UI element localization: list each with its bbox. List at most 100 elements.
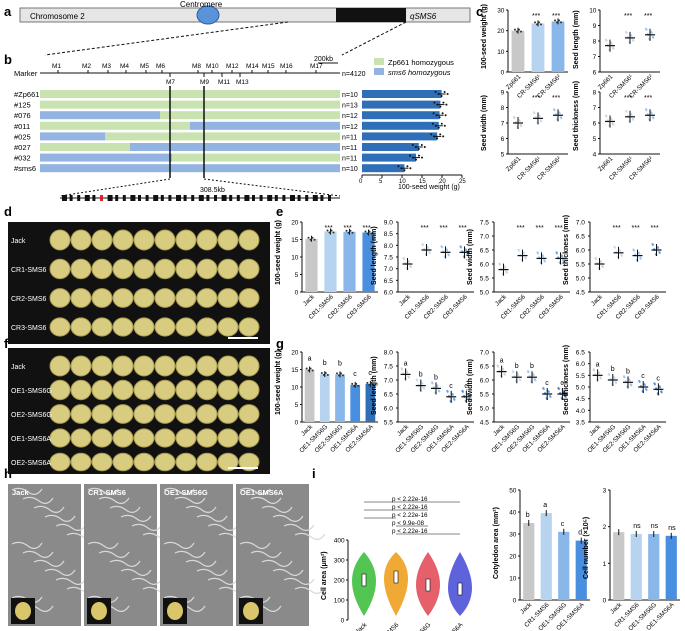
data-point: [309, 238, 312, 241]
data-point: [313, 238, 316, 241]
marker-label-top: M15: [262, 63, 275, 70]
y-tick-label: 0: [295, 290, 299, 297]
y-tick-label: 7.5: [384, 255, 393, 262]
y-tick-label: 5.5: [576, 373, 585, 380]
significance-label: ***: [532, 95, 540, 102]
data-point: [498, 263, 502, 266]
seed: [175, 428, 197, 448]
cell-outline: [185, 505, 217, 513]
data-point: [558, 19, 560, 22]
marker-label-bottom: M9: [200, 79, 209, 86]
seed: [91, 229, 113, 251]
data-point: [311, 369, 314, 372]
seed-row-label: Jack: [11, 238, 26, 245]
centromere-shape: [196, 5, 220, 25]
zoom-line-left: [44, 21, 289, 56]
y-tick-label: 7.0: [384, 378, 393, 385]
significance-label: ***: [344, 225, 352, 232]
cell-outline: [294, 586, 326, 594]
cell-outline: [87, 541, 119, 549]
bar: [613, 532, 625, 600]
data-point: [610, 42, 613, 45]
y-tick-label: 5.5: [576, 262, 585, 269]
cell-outline: [55, 523, 87, 531]
data-point: [560, 21, 562, 24]
y-axis-label: 100-seed weight (g): [275, 350, 282, 415]
y-tick-label: 5.0: [480, 406, 489, 413]
data-point: [564, 395, 567, 399]
group-letter: a: [500, 358, 504, 365]
y-tick-label: 6.0: [576, 248, 585, 255]
data-point: [613, 376, 616, 380]
gene-block: [229, 195, 233, 201]
gene-block: [267, 195, 273, 201]
data-point: [442, 101, 445, 104]
data-point: [608, 373, 611, 377]
boxplot: [361, 573, 367, 587]
data-point: [368, 230, 371, 233]
seed: [70, 404, 92, 424]
data-point: [421, 382, 424, 385]
cell-outline: [33, 559, 65, 567]
seed: [196, 452, 218, 472]
data-point: [431, 122, 434, 125]
data-point: [345, 229, 348, 232]
seed: [49, 258, 71, 280]
data-point: [423, 146, 426, 148]
gene-block: [107, 195, 113, 201]
y-tick-label: 8.0: [384, 243, 393, 250]
genotype-n: n=12: [342, 113, 358, 120]
y-tick-label: 20: [291, 220, 299, 227]
seed: [217, 379, 239, 401]
cell-outline: [283, 523, 315, 531]
data-point: [370, 232, 373, 235]
data-point: [652, 117, 655, 120]
seed: [91, 258, 113, 280]
cell-outline: [239, 487, 271, 495]
data-point: [338, 374, 340, 377]
bar: [362, 232, 375, 292]
y-axis-label: Seed length (mm): [371, 356, 378, 415]
n-total: n=4120: [342, 71, 366, 78]
genotype-line-name: #032: [14, 154, 31, 163]
seed-weight-bar: [362, 121, 439, 130]
data-point: [630, 384, 633, 387]
y-axis-label: Seed thickness (mm): [573, 81, 580, 151]
seed-row-label: CR2-SMS6: [11, 296, 47, 303]
gene-block: [84, 195, 90, 201]
bar: [365, 383, 376, 422]
cell-outline: [120, 514, 152, 522]
genotype-line-name: #011: [14, 122, 30, 131]
y-tick-label: 3: [603, 488, 607, 495]
data-point: [445, 103, 448, 106]
y-tick-label: 7.0: [480, 234, 489, 241]
x-tick-label: Zp661: [597, 73, 615, 91]
y-tick-label: 1: [603, 561, 607, 568]
data-point: [459, 246, 463, 249]
sem-label: CR1-SMS6: [88, 488, 126, 497]
data-point: [440, 95, 443, 97]
significance-label: ***: [624, 13, 632, 20]
data-point: [441, 112, 444, 115]
y-tick-label: 7.5: [384, 364, 393, 371]
data-point: [527, 371, 530, 374]
seed: [70, 288, 92, 308]
seed: [133, 258, 155, 280]
data-point: [403, 169, 406, 172]
gene-block: [115, 195, 119, 201]
data-point: [553, 109, 556, 112]
gene-block: [259, 195, 263, 201]
seed: [70, 317, 92, 337]
data-point: [523, 252, 526, 255]
cell-outline: [131, 523, 163, 531]
gene-block: [69, 195, 73, 201]
data-point: [465, 249, 468, 252]
data-point: [409, 154, 411, 157]
seed: [238, 404, 260, 424]
seed: [49, 428, 71, 448]
gene-block: [145, 195, 149, 201]
seed: [112, 229, 134, 251]
data-point: [328, 231, 331, 234]
seed: [133, 288, 155, 308]
seed: [112, 404, 134, 424]
